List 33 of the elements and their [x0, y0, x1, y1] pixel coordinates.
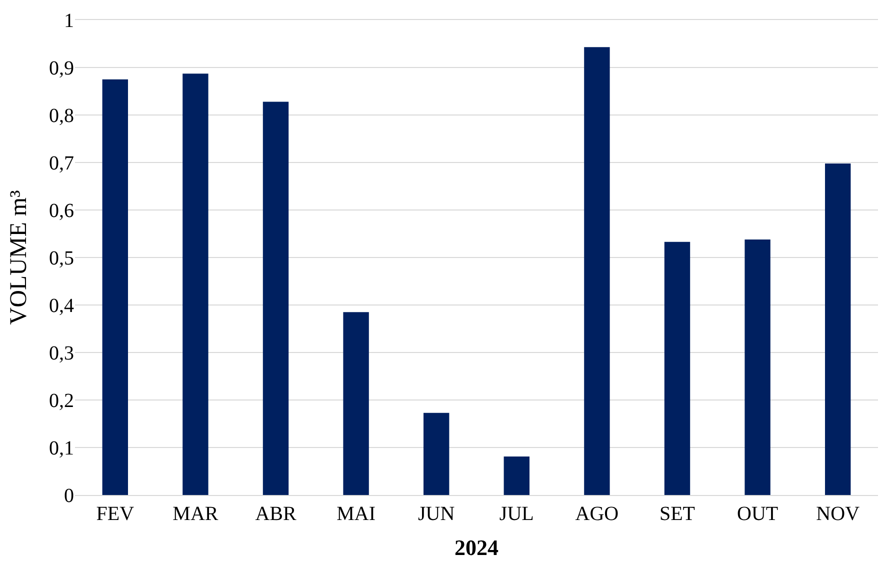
- y-tick-label: 0,6: [49, 200, 74, 222]
- y-axis-title: VOLUME m³: [6, 190, 32, 325]
- x-tick-label: ABR: [255, 503, 297, 525]
- bar: [343, 312, 369, 495]
- x-tick-label: JUN: [418, 503, 455, 525]
- x-tick-label: MAI: [336, 503, 376, 525]
- y-tick-label: 0,2: [49, 390, 74, 412]
- bar: [262, 102, 289, 495]
- bar: [584, 47, 610, 495]
- y-tick-label: 0,3: [49, 342, 74, 364]
- x-tick-label: FEV: [96, 503, 135, 525]
- x-tick-label: SET: [659, 503, 696, 525]
- bar: [504, 456, 530, 495]
- x-tick-label: OUT: [736, 503, 778, 525]
- x-tick-label: AGO: [575, 503, 619, 525]
- y-tick-label: 0,7: [49, 152, 74, 174]
- y-tick-label: 0: [64, 485, 74, 507]
- y-tick-label: 0,5: [49, 248, 74, 270]
- x-tick-label: MAR: [172, 503, 219, 525]
- bar: [424, 412, 450, 495]
- bar: [102, 79, 128, 495]
- y-tick-label: 0,9: [49, 58, 74, 80]
- bar: [182, 74, 208, 495]
- y-tick-label: 0,4: [49, 295, 74, 317]
- bar: [664, 242, 690, 495]
- y-tick-label: 1: [64, 10, 74, 32]
- bar: [825, 163, 851, 495]
- y-tick-label: 0,1: [49, 438, 74, 460]
- y-tick-label: 0,8: [49, 105, 74, 127]
- x-tick-label: JUL: [499, 503, 534, 525]
- bar: [744, 239, 770, 495]
- x-tick-label: NOV: [816, 503, 860, 525]
- x-axis-title: 2024: [454, 534, 498, 560]
